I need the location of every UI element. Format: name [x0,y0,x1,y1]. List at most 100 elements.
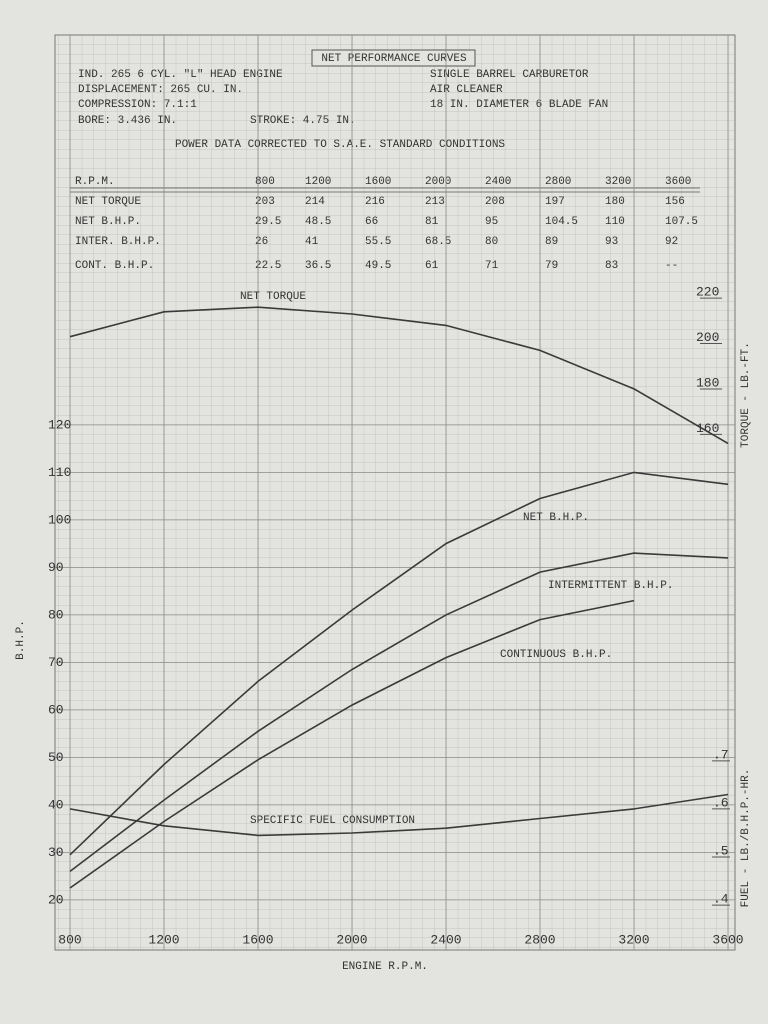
row-label: NET TORQUE [75,196,141,208]
table-header: 1600 [365,176,391,188]
y3-tick-label: .7 [713,747,729,762]
curve [69,599,635,889]
table-cell: 81 [425,216,439,228]
y3-axis-label: FUEL - LB./B.H.P.-HR. [740,769,752,908]
table-cell: 61 [425,260,439,272]
table-cell: 49.5 [365,260,391,272]
curve-label: INTERMITTENT B.H.P. [548,580,673,592]
x-axis-label: ENGINE R.P.M. [342,961,428,973]
table-cell: 95 [485,216,498,228]
title-box [311,49,476,67]
y-tick-label: 30 [48,845,64,860]
y-tick-label: 80 [48,607,64,622]
table-cell: 110 [605,216,625,228]
table-cell: 156 [665,196,685,208]
x-tick-label: 1600 [242,932,273,947]
curve-label: CONTINUOUS B.H.P. [500,649,612,661]
y2-tick-label: 200 [696,330,719,345]
table-cell: 208 [485,196,505,208]
y-tick-label: 60 [48,702,64,717]
y2-tick-label: 220 [696,285,719,300]
table-cell: 66 [365,216,378,228]
table-header: 1200 [305,176,331,188]
y2-axis-label: TORQUE - LB.-FT. [740,342,752,448]
table-cell: 89 [545,236,558,248]
conditions-note: POWER DATA CORRECTED TO S.A.E. STANDARD … [175,139,505,151]
spec-line: IND. 265 6 CYL. "L" HEAD ENGINE [78,69,283,81]
x-tick-label: 1200 [148,932,179,947]
spec-line: STROKE: 4.75 IN. [250,115,356,127]
spec-line: DISPLACEMENT: 265 CU. IN. [78,84,243,96]
table-cell: 180 [605,196,625,208]
table-header: R.P.M. [75,176,115,188]
spec-line: SINGLE BARREL CARBURETOR [430,69,589,81]
x-tick-label: 2400 [430,932,461,947]
y-tick-label: 50 [48,750,64,765]
chart-title: NET PERFORMANCE CURVES [321,53,467,65]
table-header: 3200 [605,176,631,188]
table-cell: -- [665,260,678,272]
y-tick-label: 20 [48,892,64,907]
plot: 800 1200 1600 2000 2400 2800 3200 3600 20 30 40 50 6… [48,35,744,950]
curve [69,552,729,873]
row-label: CONT. B.H.P. [75,260,154,272]
table-cell: 41 [305,236,319,248]
spec-line: AIR CLEANER [430,84,503,96]
curve [69,793,729,837]
table-cell: 203 [255,196,275,208]
y-tick-label: 70 [48,655,64,670]
table-cell: 80 [485,236,498,248]
y3-tick-label: .4 [713,892,729,907]
table-cell: 92 [665,236,678,248]
y3-tick-label: .5 [713,843,729,858]
table-cell: 104.5 [545,216,578,228]
table-header: 2000 [425,176,451,188]
curve [69,471,729,856]
table-cell: 48.5 [305,216,331,228]
table-cell: 36.5 [305,260,331,272]
row-label: NET B.H.P. [75,216,141,228]
spec-line: BORE: 3.436 IN. [78,115,177,127]
table-cell: 71 [485,260,499,272]
y-axis-label: B.H.P. [15,620,27,660]
spec-line: 18 IN. DIAMETER 6 BLADE FAN [430,99,608,111]
table-cell: 214 [305,196,325,208]
table-cell: 93 [605,236,618,248]
curve-label: SPECIFIC FUEL CONSUMPTION [250,815,415,827]
data-table: R.P.M. 800 1200 1600 2000 2400 2800 3200 3600 NET… [70,176,700,272]
curve [69,306,729,445]
table-cell: 22.5 [255,260,281,272]
table-cell: 79 [545,260,558,272]
table-cell: 197 [545,196,565,208]
table-header: 3600 [665,176,691,188]
table-header: 2800 [545,176,571,188]
y-tick-label: 90 [48,560,64,575]
x-tick-label: 3200 [618,932,649,947]
table-header: 2400 [485,176,511,188]
table-cell: 55.5 [365,236,391,248]
table-header: 800 [255,176,275,188]
table-cell: 216 [365,196,385,208]
table-cell: 213 [425,196,445,208]
table-cell: 26 [255,236,268,248]
row-label: INTER. B.H.P. [75,236,161,248]
y3-tick-label: .6 [713,795,729,810]
graph-paper [54,34,736,951]
table-cell: 68.5 [425,236,451,248]
y2-tick-label: 160 [696,421,719,436]
x-tick-label: 2000 [336,932,367,947]
table-cell: 29.5 [255,216,281,228]
table-cell: 83 [605,260,618,272]
spec-line: COMPRESSION: 7.1:1 [78,99,197,111]
y-tick-label: 120 [48,417,71,432]
y2-tick-label: 180 [696,375,719,390]
curve-label: NET TORQUE [240,291,306,303]
x-tick-label: 3600 [712,932,743,947]
x-tick-label: 800 [58,932,81,947]
table-cell: 107.5 [665,216,698,228]
y-tick-label: 100 [48,512,71,527]
curve-label: NET B.H.P. [523,512,589,524]
x-tick-label: 2800 [524,932,555,947]
